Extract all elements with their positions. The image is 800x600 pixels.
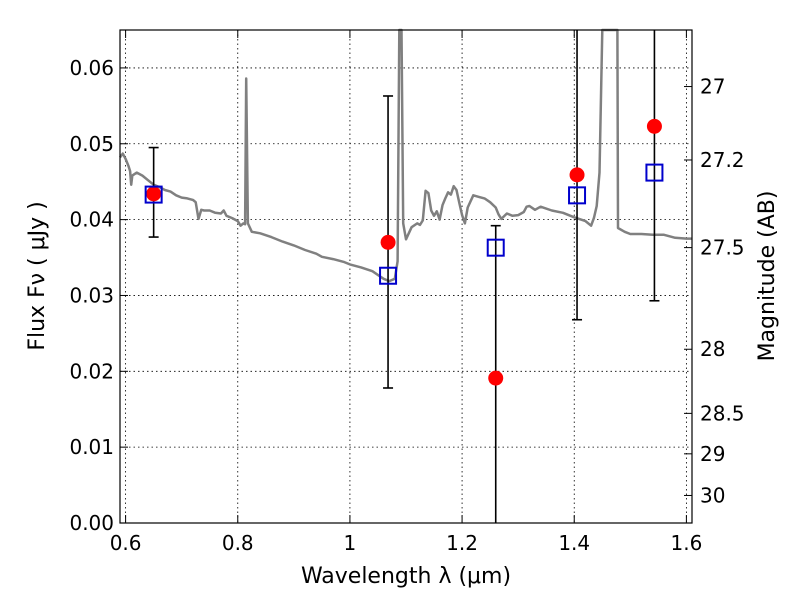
- y-tick-label: 0.04: [69, 208, 114, 232]
- observed-point: [380, 234, 396, 250]
- y2-tick-label: 30: [700, 483, 725, 507]
- observed-point: [569, 167, 585, 183]
- synthetic-point: [645, 163, 664, 182]
- y-tick-label: 0.03: [69, 283, 114, 307]
- y-axis-label: Flux Fν ( μJy ): [25, 201, 50, 350]
- observed-point: [146, 186, 162, 202]
- synthetic-point: [486, 238, 505, 257]
- y2-tick-label: 27: [700, 75, 725, 99]
- grid: [120, 30, 692, 524]
- synthetic-points: [144, 163, 664, 285]
- observed-point: [646, 118, 662, 134]
- x-tick-label: 1: [344, 531, 357, 555]
- x-tick-label: 0.6: [110, 531, 142, 555]
- y2-tick-label: 28.5: [700, 401, 745, 425]
- y2-tick-label: 29: [700, 442, 725, 466]
- synthetic-point: [144, 185, 163, 204]
- y2-axis-label: Magnitude (AB): [755, 191, 780, 362]
- observed-point: [488, 370, 504, 386]
- synthetic-point: [379, 266, 398, 285]
- plot-frame: [119, 29, 693, 524]
- x-tick-label: 1.6: [670, 531, 702, 555]
- y2-tick-label: 27.5: [700, 236, 745, 260]
- y2-tick-label: 28: [700, 337, 725, 361]
- y-tick-label: 0.01: [69, 435, 114, 459]
- model-spectrum: [118, 28, 692, 283]
- error-bars: [148, 30, 660, 523]
- x-tick-label: 0.8: [222, 531, 254, 555]
- x-tick-label: 1.4: [558, 531, 590, 555]
- x-tick-label: 1.2: [446, 531, 478, 555]
- observed-points: [146, 118, 662, 386]
- y2-tick-label: 27.2: [700, 148, 745, 172]
- synthetic-point: [568, 186, 587, 205]
- y-tick-label: 0.05: [69, 132, 114, 156]
- x-axis-label: Wavelength λ (μm): [301, 564, 511, 589]
- y-tick-label: 0.02: [69, 359, 114, 383]
- y-tick-label: 0.06: [69, 56, 114, 80]
- model-line: [118, 28, 692, 283]
- ticks: 0.6 0.8 1 1.2 1.4 1.6 0.00 0.01 0.02 0.03 0.04 0.05…: [69, 30, 745, 555]
- y-tick-label: 0.00: [69, 511, 114, 535]
